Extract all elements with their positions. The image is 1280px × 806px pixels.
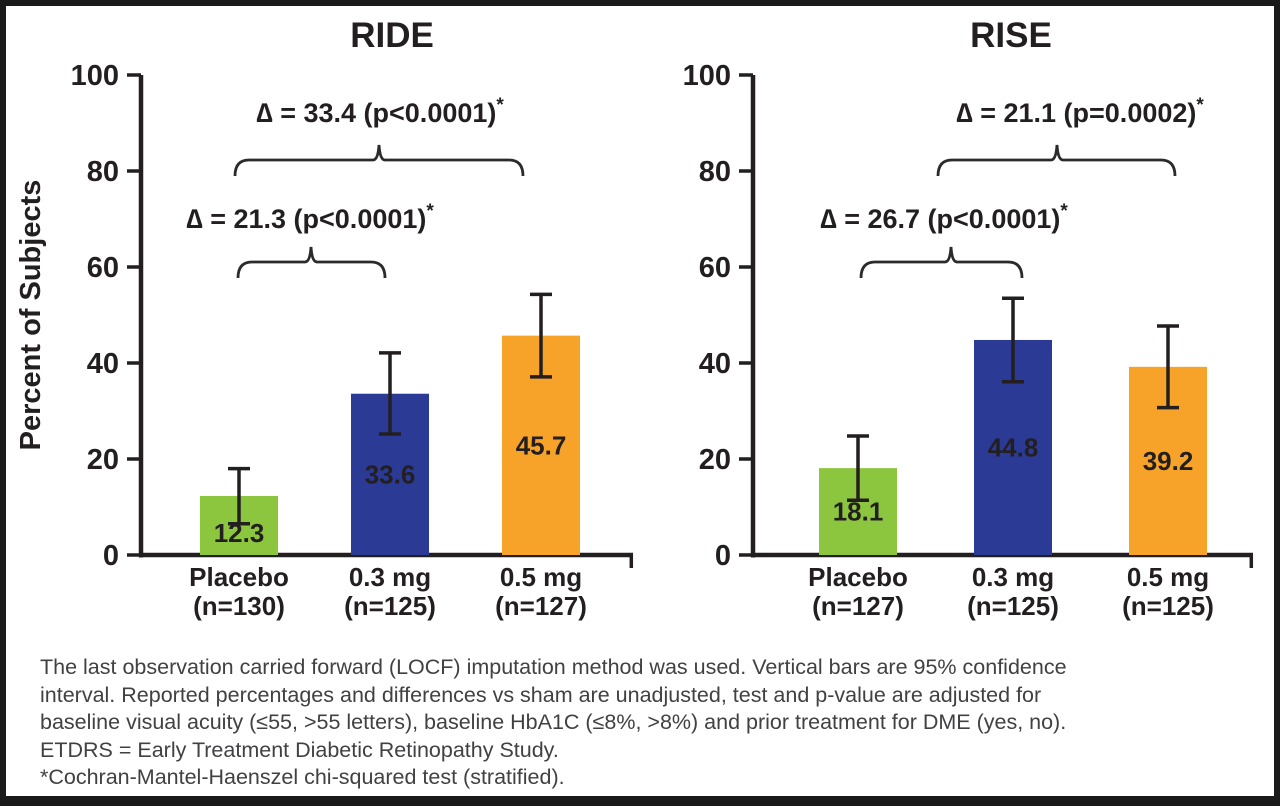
error-bar-caps <box>228 466 250 526</box>
comparison-bracket <box>233 144 525 177</box>
x-category-sublabel: (n=130) <box>193 591 285 621</box>
error-bar-caps <box>379 351 401 436</box>
x-category-label: Placebo <box>189 562 289 592</box>
footnote: The last observation carried forward (LO… <box>40 654 1250 792</box>
x-category-sublabel: (n=127) <box>495 591 587 621</box>
y-tick-label: 0 <box>715 540 731 572</box>
delta-annotation: ∆ = 26.7 (p<0.0001)* <box>820 201 1068 234</box>
x-category-label: 0.5 mg <box>1127 562 1209 592</box>
y-tick-label: 60 <box>699 252 731 284</box>
delta-annotation: ∆ = 33.4 (p<0.0001)* <box>256 95 504 128</box>
bar-value-label: 39.2 <box>1143 446 1194 476</box>
footnote-line: ETDRS = Early Treatment Diabetic Retinop… <box>40 737 559 762</box>
ride-rise-bar-charts: RIDE Percent of Subjects 0 20 40 60 80 100 12.3 P… <box>15 16 1254 621</box>
bar-value-label: 45.7 <box>516 430 567 460</box>
y-tick-label: 0 <box>103 540 119 572</box>
x-category-label: 0.3 mg <box>349 562 431 592</box>
y-tick-label: 20 <box>87 444 119 476</box>
footnote-line: *Cochran-Mantel-Haenszel chi-squared tes… <box>40 765 565 790</box>
x-category-sublabel: (n=125) <box>344 591 436 621</box>
error-bar-caps <box>530 292 552 379</box>
bar-value-label: 44.8 <box>988 432 1039 462</box>
bar-value-label: 33.6 <box>365 459 416 489</box>
x-category-sublabel: (n=125) <box>967 591 1059 621</box>
bar-value-label: 12.3 <box>214 518 265 548</box>
y-tick-label: 100 <box>71 60 119 92</box>
y-tick-label: 40 <box>699 348 731 380</box>
footnote-line: The last observation carried forward (LO… <box>40 655 1067 679</box>
x-category-label: 0.3 mg <box>972 562 1054 592</box>
y-axis-label: Percent of Subjects <box>15 180 47 451</box>
comparison-bracket <box>859 246 1024 279</box>
error-bar-caps <box>1157 324 1179 410</box>
x-category-label: 0.5 mg <box>500 562 582 592</box>
chart-title: RISE <box>970 16 1052 55</box>
y-tick-label: 100 <box>683 60 731 92</box>
y-tick-label: 60 <box>87 252 119 284</box>
bar-value-label: 18.1 <box>833 497 884 527</box>
y-tick-label: 80 <box>87 156 119 188</box>
comparison-bracket <box>236 246 387 279</box>
x-category-sublabel: (n=127) <box>812 591 904 621</box>
x-category-label: Placebo <box>808 562 908 592</box>
y-tick-label: 40 <box>87 348 119 380</box>
error-bar-caps <box>1002 296 1024 384</box>
footnote-line: baseline visual acuity (≤55, >55 letters… <box>40 710 1067 735</box>
chart-title: RIDE <box>350 16 434 55</box>
error-bar-caps <box>847 434 869 503</box>
delta-annotation: ∆ = 21.1 (p=0.0002)* <box>956 95 1204 128</box>
y-tick-label: 80 <box>699 156 731 188</box>
x-category-sublabel: (n=125) <box>1122 591 1214 621</box>
footnote-line: interval. Reported percentages and diffe… <box>40 682 1042 707</box>
y-tick-label: 20 <box>699 444 731 476</box>
delta-annotation: ∆ = 21.3 (p<0.0001)* <box>186 201 434 234</box>
comparison-bracket <box>936 144 1177 177</box>
